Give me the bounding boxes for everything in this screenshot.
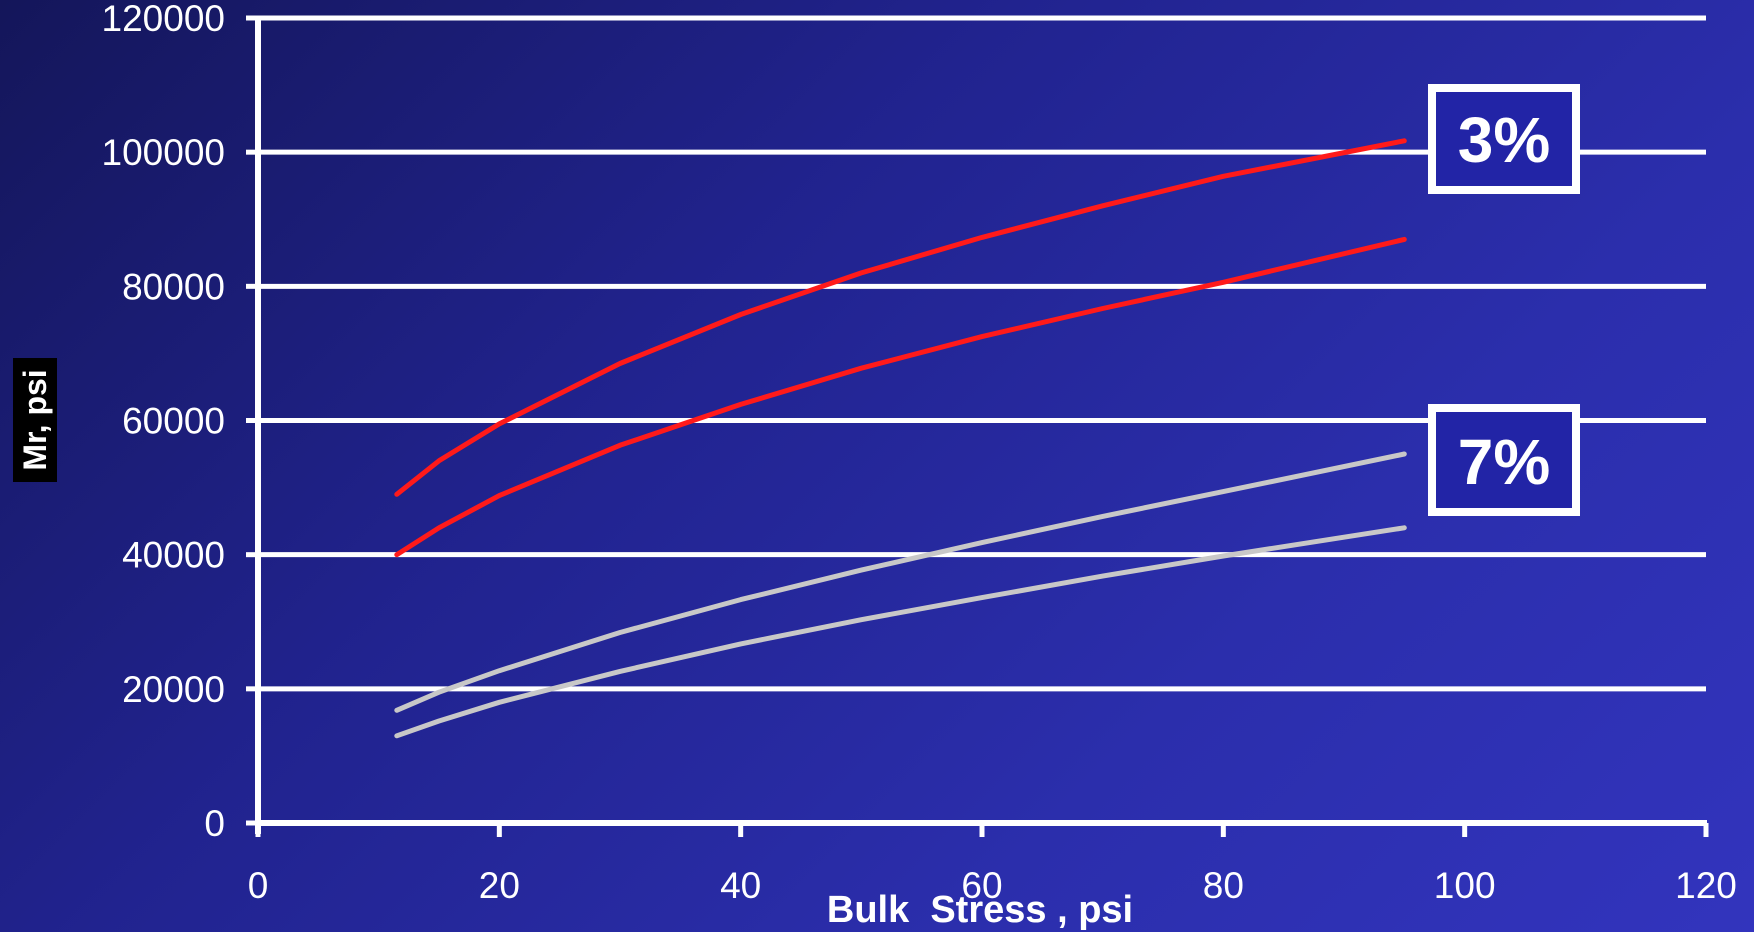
x-tick-label: 120 [1675,865,1737,906]
y-tick-label: 60000 [122,401,225,442]
tag-7pct-label: 7% [1458,426,1551,498]
y-axis-title-text: Mr, psi [17,369,53,470]
x-tick-label: 60 [961,865,1002,906]
x-tick-label: 40 [720,865,761,906]
tag-7pct: 7% [1428,404,1580,516]
x-tick-label: 0 [248,865,269,906]
y-tick-label: 0 [204,803,225,844]
y-axis-title-bg [13,358,57,482]
tag-3pct-box [1428,84,1580,194]
y-tick-label: 100000 [102,132,225,173]
x-tick-labels: 0 20 40 60 80 100 120 [248,823,1737,906]
y-tick-labels: 0 20000 40000 60000 80000 100000 120000 [102,0,258,844]
x-tick-label: 100 [1434,865,1496,906]
grid-lines [258,15,1706,692]
tag-7pct-box [1428,404,1580,516]
y-tick-label: 40000 [122,535,225,576]
x-axis-title: Bulk Stress , psi [827,889,1133,931]
series-line-4 [394,525,1407,739]
series-line-3 [394,451,1407,713]
x-tick-label: 80 [1203,865,1244,906]
series-line-2 [394,236,1407,558]
x-tick-label: 20 [479,865,520,906]
tag-3pct-label: 3% [1458,104,1551,176]
y-tick-label: 20000 [122,669,225,710]
series-line-1 [394,138,1407,497]
y-axis-title: Mr, psi [13,358,57,482]
series-group [394,138,1407,739]
y-tick-label: 120000 [102,0,225,39]
tag-3pct: 3% [1428,84,1580,194]
y-tick-label: 80000 [122,266,225,307]
